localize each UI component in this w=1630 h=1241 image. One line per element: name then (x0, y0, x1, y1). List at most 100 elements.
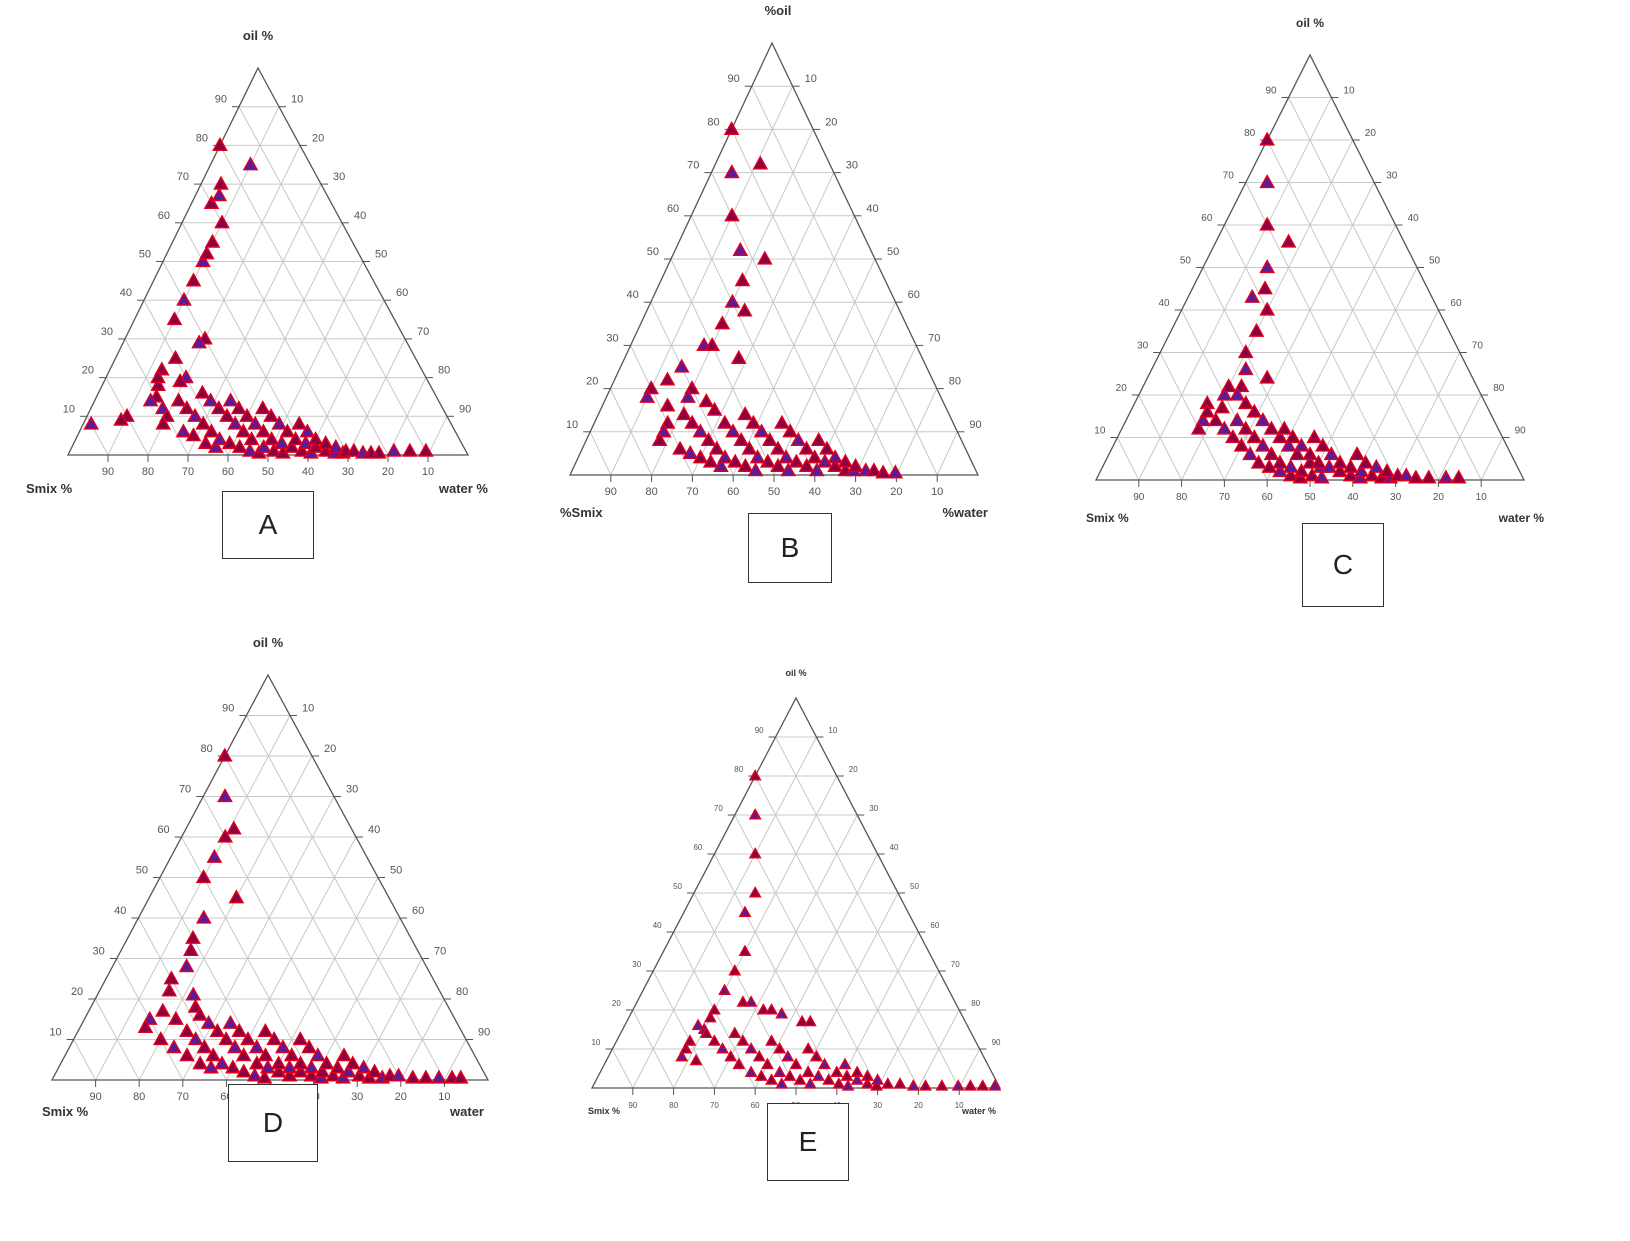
tick-label-water: 80 (438, 365, 450, 377)
grid-line (1352, 309, 1439, 481)
grid-line (693, 892, 797, 1089)
data-point (748, 847, 762, 859)
data-point (1190, 420, 1207, 435)
ternary-panel-d: 1010102020203030304040405050506060607070… (42, 635, 490, 1119)
tick-label-oil: 60 (667, 203, 679, 215)
axis-label-left: Smix % (42, 1104, 89, 1119)
data-point (1220, 378, 1237, 393)
tick-label-smix: 30 (873, 1101, 882, 1110)
grid-line (773, 258, 876, 476)
tick-label-smix: 70 (182, 466, 194, 478)
data-point (676, 406, 692, 421)
data-point (205, 1047, 222, 1062)
data-point (837, 453, 854, 468)
data-point (243, 431, 260, 446)
data-point (366, 1063, 383, 1078)
data-point (185, 929, 201, 944)
data-point (749, 449, 766, 464)
data-point (213, 175, 229, 190)
data-point (287, 431, 304, 446)
data-point (812, 1069, 825, 1081)
data-point (327, 438, 344, 453)
data-point (203, 195, 220, 210)
data-point (706, 401, 723, 416)
grid-line (307, 299, 385, 456)
data-point (778, 449, 795, 464)
data-points (1190, 131, 1467, 484)
data-point (1420, 469, 1437, 484)
data-point (1313, 469, 1330, 484)
tick-label-oil: 50 (647, 246, 659, 258)
data-point (808, 462, 825, 477)
tick-label-oil: 80 (734, 765, 743, 774)
tick-label-smix: 70 (177, 1091, 189, 1103)
data-point (386, 442, 402, 457)
data-point (1261, 458, 1278, 473)
grid-line (443, 1039, 467, 1081)
data-point (866, 462, 882, 477)
data-point (822, 1073, 836, 1085)
ticks: 1010102020203030304040405050506060607070… (591, 726, 1001, 1110)
data-point (152, 1031, 169, 1046)
tick-label-water: 80 (949, 376, 961, 388)
data-point (798, 457, 815, 472)
data-point (1398, 467, 1415, 482)
tick-label-oil: 60 (1201, 213, 1213, 224)
grid-line (427, 416, 448, 456)
data-point (318, 442, 334, 457)
data-point (679, 1042, 693, 1054)
grid-line (238, 106, 429, 456)
data-point (317, 434, 334, 449)
grid (73, 715, 467, 1081)
tick-label-oil: 20 (1116, 383, 1128, 394)
data-point (344, 1055, 361, 1070)
data-point (753, 423, 770, 438)
tick-label-oil: 10 (566, 419, 578, 431)
tick-label-water: 20 (312, 132, 324, 144)
data-point (219, 407, 235, 422)
data-point (692, 423, 709, 438)
data-point (195, 909, 212, 924)
tick-label-smix: 20 (1433, 492, 1445, 503)
data-point (283, 1047, 300, 1062)
data-point (203, 423, 220, 438)
data-point (860, 1077, 874, 1089)
tick-label-smix: 10 (1476, 492, 1488, 503)
data-point (682, 444, 699, 459)
data-point (216, 747, 233, 762)
tick-label-smix: 30 (1390, 492, 1402, 503)
data-point (402, 442, 418, 457)
data-point (270, 1063, 287, 1078)
data-point (748, 769, 762, 781)
tick-label-water: 10 (1343, 86, 1355, 97)
data-point (741, 440, 758, 455)
ternary-panel-b: 10 10 10 20 20 20 30 30 30 40 40 40 50 50 50 60 60 60 70 70… (560, 3, 988, 520)
grid-line (734, 814, 879, 1089)
data-point (292, 1063, 309, 1078)
tick-label-smix: 10 (955, 1101, 964, 1110)
grid-line (610, 85, 794, 476)
tick-label-water: 20 (324, 743, 336, 755)
data-point (818, 1057, 831, 1070)
tick-label-water: 60 (412, 905, 424, 917)
tick-label-oil: 60 (158, 210, 170, 222)
tick-label-oil: 50 (673, 882, 682, 891)
tick-label-water: 90 (459, 403, 471, 415)
data-point (699, 1026, 713, 1038)
data-point (714, 315, 731, 330)
data-point (307, 438, 324, 453)
data-point (301, 1039, 317, 1054)
data-point (191, 334, 207, 349)
data-point (747, 462, 764, 477)
data-point (775, 1077, 789, 1089)
data-point (1216, 386, 1233, 401)
tick-label-oil: 40 (1158, 298, 1170, 309)
tick-label-water: 60 (908, 289, 920, 301)
grid-line (94, 998, 140, 1081)
data-point (1259, 301, 1276, 316)
tick-label-water: 60 (1450, 298, 1462, 309)
data-point (860, 1069, 874, 1081)
data-point (713, 457, 729, 472)
